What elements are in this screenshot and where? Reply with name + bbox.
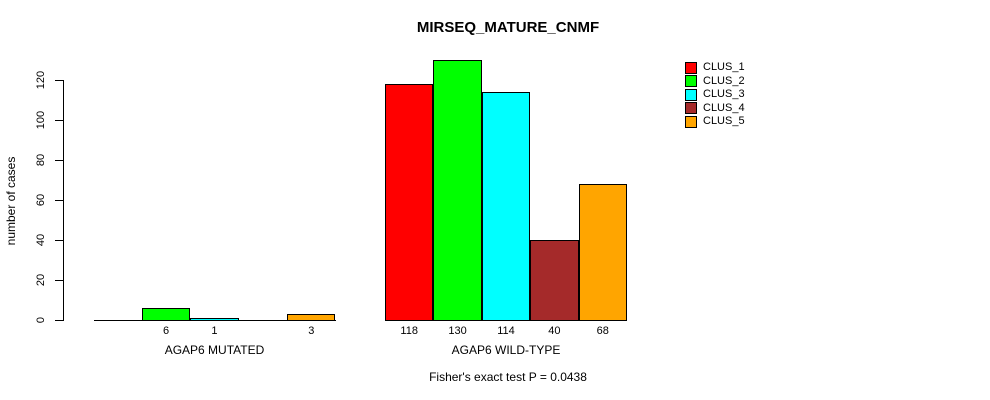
y-axis-line xyxy=(63,80,64,321)
y-axis-tick xyxy=(55,320,63,321)
bar-value-label: 6 xyxy=(163,325,170,337)
x-category-label: AGAP6 MUTATED xyxy=(164,343,265,357)
fisher-test-annotation: Fisher's exact test P = 0.0438 xyxy=(429,370,587,384)
y-axis-tick xyxy=(55,120,63,121)
bar-clus_2 xyxy=(433,60,482,321)
y-axis-tick xyxy=(55,200,63,201)
y-axis-tick xyxy=(55,80,63,81)
y-axis-tick-label: 120 xyxy=(35,70,47,90)
bar-clus_1 xyxy=(385,84,434,321)
bar-clus_3 xyxy=(190,318,239,321)
bar-clus_2 xyxy=(141,308,191,321)
y-axis-tick-label: 60 xyxy=(35,193,47,207)
bar-clus_4 xyxy=(530,240,579,321)
legend-label: CLUS_4 xyxy=(703,101,745,114)
legend-item: CLUS_3 xyxy=(685,88,745,101)
bar-clus_3 xyxy=(481,92,531,321)
legend-item: CLUS_1 xyxy=(685,61,745,74)
legend-item: CLUS_4 xyxy=(685,101,745,114)
legend-label: CLUS_3 xyxy=(703,88,745,100)
bar-value-label: 68 xyxy=(596,325,609,337)
chart-title: MIRSEQ_MATURE_CNMF xyxy=(416,19,600,36)
legend-label: CLUS_2 xyxy=(703,74,745,87)
y-axis-tick xyxy=(55,280,63,281)
y-axis-tick-label: 80 xyxy=(35,153,47,167)
legend-swatch xyxy=(685,115,697,128)
legend-item: CLUS_5 xyxy=(685,115,745,128)
bar-value-label: 1 xyxy=(211,325,218,337)
legend-swatch xyxy=(685,102,697,114)
y-axis-tick-label: 40 xyxy=(35,233,47,247)
bar-clus_5 xyxy=(578,184,627,321)
bar-value-label: 40 xyxy=(548,325,561,337)
legend-label: CLUS_5 xyxy=(703,115,745,127)
x-category-label: AGAP6 WILD-TYPE xyxy=(451,343,561,357)
legend-item: CLUS_2 xyxy=(685,74,745,87)
bar-value-label: 114 xyxy=(497,325,515,337)
bar-value-label: 130 xyxy=(448,325,467,337)
y-axis-tick-label: 20 xyxy=(35,273,47,287)
legend-swatch xyxy=(685,75,697,87)
legend: CLUS_1 CLUS_2 CLUS_3 CLUS_4 CLUS_5 xyxy=(685,61,745,128)
bar-clus_5 xyxy=(287,314,336,321)
y-axis-tick-label: 100 xyxy=(35,110,47,130)
legend-swatch xyxy=(685,61,697,74)
legend-label: CLUS_1 xyxy=(703,61,745,73)
bar-value-label: 118 xyxy=(400,325,418,337)
y-axis-tick-label: 0 xyxy=(35,316,47,324)
legend-swatch xyxy=(685,88,697,101)
y-axis-tick xyxy=(55,160,63,161)
y-axis-tick xyxy=(55,240,63,241)
bar-value-label: 3 xyxy=(308,325,315,337)
